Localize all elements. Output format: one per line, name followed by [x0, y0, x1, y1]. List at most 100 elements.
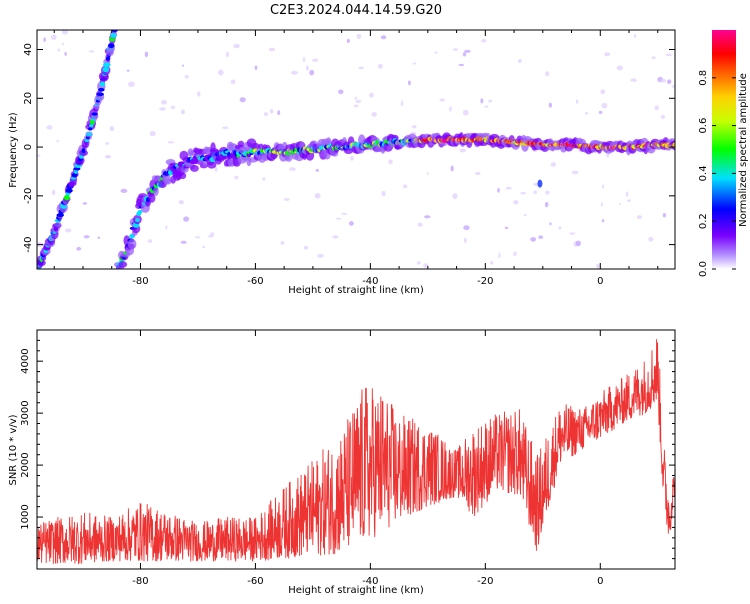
background-speckle [504, 226, 509, 230]
background-speckle [488, 99, 493, 103]
background-speckle [630, 78, 637, 82]
background-speckle [356, 33, 362, 39]
background-speckle [530, 237, 537, 242]
background-speckle [619, 202, 622, 206]
background-speckle [61, 43, 65, 46]
background-speckle [120, 188, 128, 194]
spectrogram-frame [36, 29, 676, 270]
background-speckle [520, 191, 527, 195]
colorbar: 0.0 0.2 0.4 0.6 0.8 Normalized spectral ampl… [698, 30, 749, 277]
background-speckle [268, 47, 276, 52]
x-tick-label: -20 [477, 276, 493, 287]
background-speckle [144, 51, 149, 58]
background-speckle [498, 252, 501, 259]
background-speckle [233, 43, 240, 49]
background-speckle [269, 108, 274, 114]
track-core [88, 127, 93, 131]
background-speckle [105, 156, 111, 159]
background-speckle [355, 99, 362, 103]
background-speckle [505, 186, 512, 190]
background-speckle [517, 59, 522, 63]
background-speckle [312, 58, 319, 62]
background-speckle [335, 217, 342, 220]
background-speckle [449, 106, 452, 112]
colorbar-label: Normalized spectral amplitude [738, 73, 749, 227]
background-speckle [346, 38, 350, 43]
background-speckle [309, 69, 315, 76]
background-speckle [195, 236, 201, 239]
background-speckle [161, 100, 168, 105]
colorbar-tick-label: 0.0 [698, 261, 709, 277]
background-speckle [600, 89, 606, 95]
background-speckle [306, 65, 309, 72]
y-tick-label: 3000 [20, 400, 31, 425]
background-speckle [584, 111, 589, 115]
colorbar-tick-label: 0.6 [698, 118, 709, 134]
background-speckle [450, 165, 454, 172]
background-speckle [545, 71, 550, 77]
background-speckle [403, 184, 408, 189]
x-tick-label: -40 [362, 276, 378, 287]
background-speckle [423, 263, 429, 268]
background-speckle [602, 184, 605, 189]
x-tick-label: -40 [362, 576, 378, 587]
background-speckle [56, 140, 59, 143]
track-halo [145, 199, 151, 207]
background-speckle [126, 69, 130, 72]
background-speckle [545, 190, 550, 195]
background-speckle [648, 236, 654, 242]
background-speckle [147, 239, 153, 243]
background-speckle [400, 100, 404, 107]
background-speckle [544, 201, 549, 208]
spectrogram-panel: -80 -60 -40 -20 0 -40 -20 0 20 40 Height of strai… [8, 29, 676, 296]
background-speckle [225, 51, 229, 58]
background-speckle [598, 110, 603, 114]
background-speckle [550, 162, 556, 167]
background-speckle [463, 225, 470, 231]
track-halo [190, 164, 199, 172]
background-speckle [439, 98, 446, 102]
track-core [89, 123, 94, 128]
background-speckle [196, 91, 201, 97]
background-speckle [633, 33, 637, 38]
background-speckle [349, 221, 354, 226]
background-speckle [170, 105, 175, 109]
background-speckle [533, 190, 538, 195]
background-speckle [475, 171, 481, 176]
background-speckle [426, 172, 429, 175]
track-halo [251, 142, 260, 151]
background-speckle [317, 254, 324, 258]
colorbar-ticks: 0.0 0.2 0.4 0.6 0.8 [698, 70, 736, 277]
background-speckle [662, 213, 667, 218]
background-speckle [234, 175, 239, 180]
background-speckle [412, 125, 417, 129]
background-speckle [263, 112, 269, 117]
background-speckle [625, 191, 629, 197]
track-core [137, 210, 143, 214]
snr-xlabel: Height of straight line (km) [288, 585, 424, 596]
background-speckle [452, 48, 459, 51]
x-tick-label: -60 [247, 576, 263, 587]
track-core [110, 32, 117, 38]
x-tick-label: -80 [132, 576, 148, 587]
background-speckle [371, 112, 377, 117]
background-speckle [381, 190, 386, 197]
track-halo [237, 140, 245, 148]
background-speckle [222, 126, 229, 130]
spectrogram-marks [37, 30, 675, 269]
background-speckle [97, 236, 101, 239]
background-speckle [64, 51, 67, 56]
background-speckle [513, 251, 517, 256]
y-tick-label: 1000 [20, 504, 31, 529]
background-speckle [127, 81, 135, 87]
track-core [71, 172, 78, 178]
background-speckle [671, 85, 675, 88]
background-speckle [43, 37, 46, 43]
colorbar-gradient [712, 30, 736, 269]
track-core [85, 132, 93, 136]
background-speckle [601, 219, 605, 223]
background-speckle [210, 232, 215, 237]
track-halo [37, 259, 46, 267]
